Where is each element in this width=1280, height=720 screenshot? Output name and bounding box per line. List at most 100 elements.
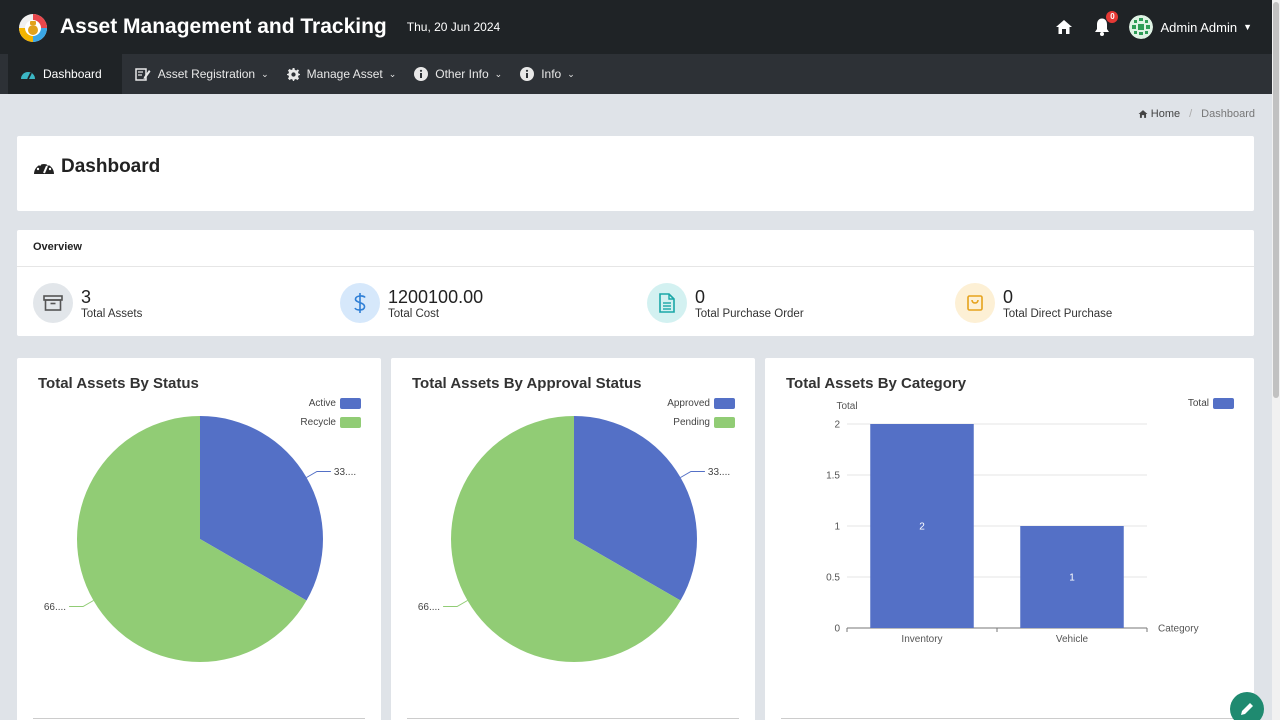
nav-item-label: Asset Registration [157,67,256,81]
top-header: Asset Management and Tracking Thu, 20 Ju… [0,0,1272,54]
stat-value: 0 [1003,287,1014,307]
dollar-icon [340,283,380,323]
legend-item[interactable]: Active [309,398,361,409]
gauge-icon [21,72,35,80]
pie-label-line [680,471,705,478]
home-icon [1138,110,1148,118]
chart-card-approval-status: Total Assets By Approval Status Approved… [391,358,755,720]
nav-item-label: Other Info [435,67,489,81]
gear-icon [286,67,300,81]
scrollbar-thumb[interactable] [1273,2,1279,398]
legend-swatch [340,417,361,428]
legend-item[interactable]: Approved [667,398,735,409]
nav-item-dashboard[interactable]: Dashboard [8,54,122,94]
chart-title: Total Assets By Category [786,375,967,392]
bar[interactable] [1020,526,1124,628]
pencil-icon [1241,703,1253,715]
stat-total-assets: 3 Total Assets [33,283,142,323]
pie-slice-label: 66.... [44,602,66,613]
pie-slice-label: 33.... [334,467,356,478]
page-title: Dashboard [33,156,160,178]
bar-data-label: 1 [1069,573,1075,584]
y-tick-label: 1 [834,522,840,533]
nav-item-other-info[interactable]: Other Info ⌄ [405,54,511,94]
chevron-down-icon: ⌄ [261,68,269,79]
divider [781,718,1238,719]
breadcrumb-separator: / [1189,108,1193,120]
document-icon [647,283,687,323]
pie-slice[interactable] [200,416,323,601]
bell-icon [1095,18,1110,36]
avatar [1129,15,1154,39]
y-tick-label: 0 [834,624,840,635]
chevron-down-icon: ⌄ [567,68,575,79]
home-icon[interactable] [1055,18,1073,36]
stat-value: 3 [81,287,92,307]
archive-icon [33,283,73,323]
y-tick-label: 1.5 [826,471,840,482]
nav-item-info[interactable]: Info ⌄ [511,54,584,94]
legend-item[interactable]: Pending [673,417,735,428]
stat-total-purchase-order: 0 Total Purchase Order [647,283,804,323]
nav-item-asset-registration[interactable]: Asset Registration ⌄ [126,54,278,94]
legend-item[interactable]: Total [1188,398,1234,409]
nav-item-label: Manage Asset [306,67,383,81]
x-tick-label: Inventory [901,634,942,645]
legend-swatch [714,398,735,409]
bar-chart[interactable]: Total 0 0.5 1 1.5 2 2 Inventory 1 Vehicle Category [765,358,1254,718]
edit-button[interactable] [1230,692,1264,720]
app-logo-icon[interactable] [16,10,50,44]
page-scrollbar[interactable] [1272,0,1280,720]
legend-label: Recycle [300,417,336,428]
pie-label-line [69,600,94,607]
divider [33,718,365,719]
shopping-bag-icon [955,283,995,323]
x-tick-label: Vehicle [1056,634,1089,645]
y-tick-label: 2 [834,420,840,431]
page-title-text: Dashboard [61,156,161,177]
chevron-down-icon: ⌄ [388,68,397,79]
pie-slice[interactable] [76,416,307,662]
header-actions: 0 Admin Admin ▼ [1055,0,1252,54]
nav-item-manage-asset[interactable]: Manage Asset ⌄ [278,54,406,94]
chart-title: Total Assets By Status [38,375,199,392]
pie-slice-label: 66.... [418,602,440,613]
pie-slice[interactable] [450,416,681,662]
user-menu[interactable]: Admin Admin ▼ [1129,15,1252,39]
stat-total-cost: 1200100.00 Total Cost [340,283,483,323]
pie-chart[interactable]: 33.... 66.... [17,358,381,718]
x-axis-label: Category [1158,624,1199,635]
pie-label-line [306,471,331,478]
app-title: Asset Management and Tracking [60,15,387,38]
legend-label: Total [1187,398,1209,409]
pie-chart[interactable]: 33.... 66.... [391,358,755,718]
breadcrumb-home-link[interactable]: Home [1150,108,1181,120]
caret-down-icon: ▼ [1243,22,1252,32]
overview-title: Overview [17,230,1254,267]
legend-label: Active [308,398,336,409]
stat-label: Total Direct Purchase [1003,308,1113,320]
info-icon [414,67,429,81]
pie-label-line [443,600,468,607]
legend-label: Approved [667,398,710,409]
breadcrumb-current: Dashboard [1201,108,1255,120]
info-icon [520,67,535,81]
stat-label: Total Assets [81,308,143,320]
stat-label: Total Purchase Order [695,308,804,320]
bar[interactable] [870,424,974,628]
pie-slice[interactable] [574,416,697,601]
nav-item-label: Dashboard [43,67,102,81]
overview-card: Overview 3 Total Assets 1200100.00 Total… [17,230,1254,336]
registration-icon [134,68,151,81]
chart-card-status: Total Assets By Status Active Recycle 33… [17,358,381,720]
legend-swatch [340,398,361,409]
stat-value: 0 [695,287,706,307]
breadcrumb: Home / Dashboard [1138,108,1255,120]
legend-label: Pending [673,417,710,428]
notification-button[interactable]: 0 [1093,11,1119,37]
stat-label: Total Cost [388,308,440,320]
legend-swatch [1213,398,1234,409]
legend-item[interactable]: Recycle [300,417,361,428]
chart-card-category: Total Assets By Category Total Total 0 0.5… [765,358,1254,720]
divider [407,718,739,719]
